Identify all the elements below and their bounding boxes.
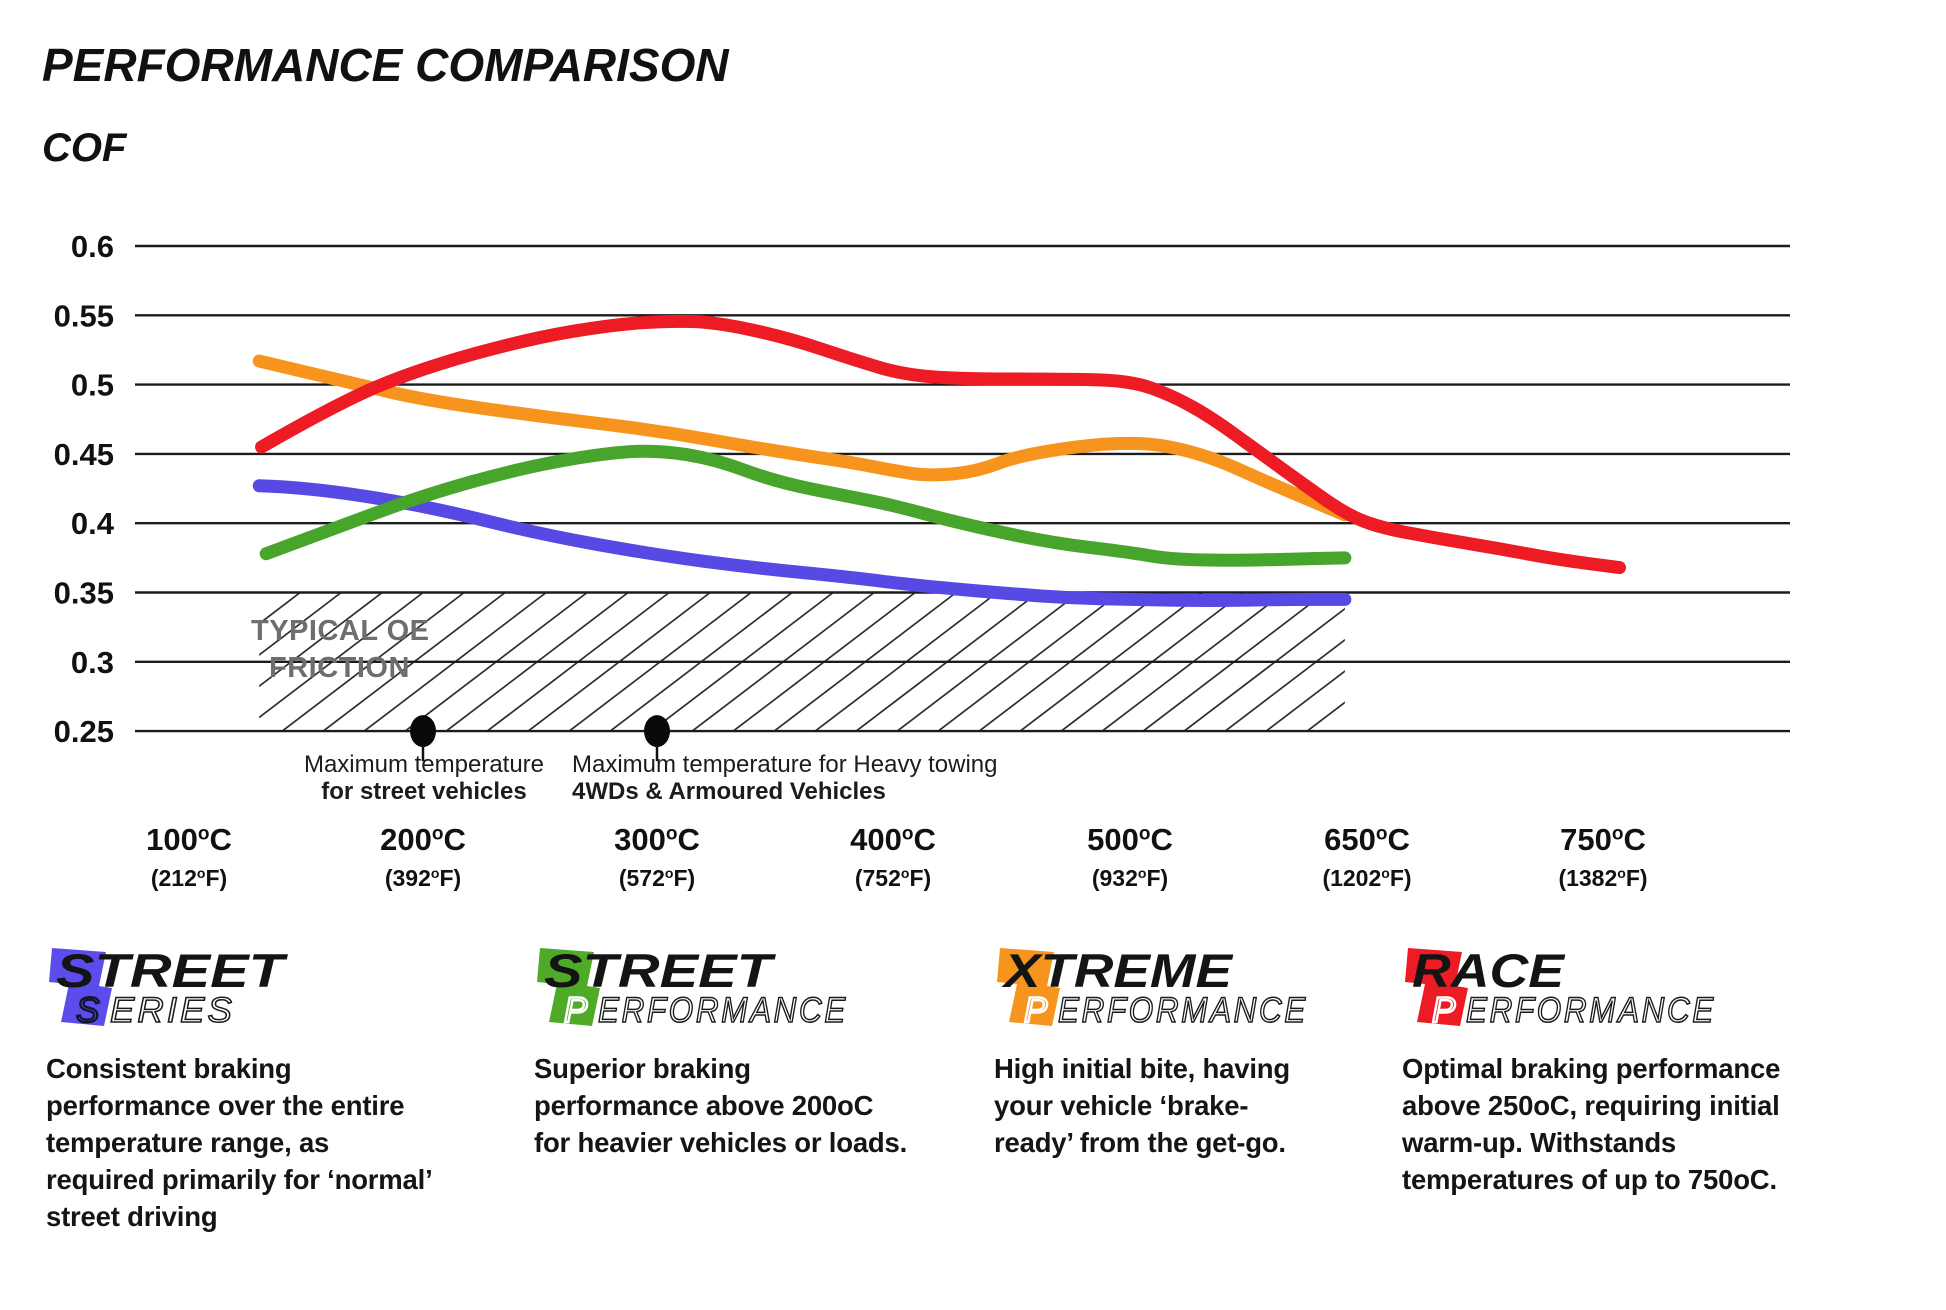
x-tick-sublabel-500c: (932oF) — [1092, 865, 1168, 891]
legend-xtreme-performance: XTREME P ERFORMANCE High initial bite, h… — [994, 944, 1316, 1161]
y-axis-title: COF — [42, 126, 127, 170]
cof-temperature-chart: 0.6 0.55 0.5 0.45 0.4 0.35 0.3 0.25 100oC (212oF)… — [54, 229, 1790, 891]
race-performance-logo-shape-icon — [1405, 948, 1468, 1026]
x-tick-sublabel-200c: (392oF) — [385, 865, 461, 891]
street-series-logo-sub-first: S — [76, 991, 102, 1030]
oe-friction-band-label-line1: TYPICAL OE — [251, 615, 430, 647]
street-series-description: Consistent braking performance over the … — [46, 1053, 432, 1232]
x-tick-label-650c: 650oC — [1324, 822, 1410, 857]
marker-dot-200c — [410, 715, 436, 748]
x-tick-label-200c: 200oC — [380, 822, 466, 857]
x-tick-label-400c: 400oC — [850, 822, 936, 857]
curve-race-performance — [255, 314, 1627, 575]
xtreme-performance-logo-sub-first: P — [1024, 991, 1050, 1030]
race-performance-logo-word: RACE — [1412, 945, 1566, 997]
marker-dot-300c — [644, 715, 670, 748]
y-tick-label-0.6: 0.6 — [71, 229, 114, 264]
y-tick-label-0.4: 0.4 — [71, 506, 115, 541]
street-performance-description: Superior braking performance above 200oC… — [534, 1053, 908, 1158]
x-tick-label-100c: 100oC — [146, 822, 232, 857]
xtreme-performance-logo: XTREME P ERFORMANCE — [997, 944, 1308, 1031]
x-tick-sublabel-400c: (752oF) — [855, 865, 931, 891]
xtreme-performance-logo-shape-icon — [997, 948, 1060, 1026]
curve-street-series — [252, 479, 1352, 607]
marker-annotation-heavy-towing-line1: Maximum temperature for Heavy towing — [572, 751, 998, 778]
x-tick-label-750c: 750oC — [1560, 822, 1646, 857]
race-performance-logo: RACE P ERFORMANCE — [1405, 944, 1716, 1031]
marker-annotation-street-line2: for street vehicles — [321, 778, 527, 805]
legend-street-series: STREET S ERIES Consistent braking perfor… — [46, 944, 438, 1235]
y-tick-label-0.35: 0.35 — [54, 576, 114, 611]
marker-annotation-street-line1: Maximum temperature — [303, 751, 545, 778]
page-title: PERFORMANCE COMPARISON — [42, 39, 729, 91]
marker-annotation-heavy-towing-line2: 4WDs & Armoured Vehicles — [572, 778, 886, 805]
x-tick-sublabel-100c: (212oF) — [151, 865, 227, 891]
y-tick-label-0.3: 0.3 — [71, 645, 114, 680]
oe-friction-band-label-line2: FRICTION — [269, 652, 410, 684]
x-tick-sublabel-750c: (1382oF) — [1558, 865, 1647, 891]
street-performance-logo-sub-rest: ERFORMANCE — [598, 991, 848, 1030]
y-tick-label-0.45: 0.45 — [54, 437, 114, 472]
race-performance-description: Optimal braking performance above 250oC,… — [1402, 1053, 1781, 1195]
x-tick-sublabel-300c: (572oF) — [619, 865, 695, 891]
street-performance-logo: STREET P ERFORMANCE — [537, 944, 848, 1031]
x-tick-label-300c: 300oC — [614, 822, 700, 857]
street-performance-logo-sub-first: P — [564, 991, 590, 1030]
marker-annotation-heavy-towing: Maximum temperature for Heavy towing 4WD… — [572, 751, 1072, 805]
x-tick-sublabel-650c: (1202oF) — [1322, 865, 1411, 891]
street-series-logo-shape-icon — [49, 948, 112, 1026]
y-tick-label-0.25: 0.25 — [54, 714, 114, 749]
street-performance-logo-shape-icon — [537, 948, 600, 1026]
race-performance-logo-sub-rest: ERFORMANCE — [1466, 991, 1716, 1030]
street-series-logo: STREET S ERIES — [49, 944, 289, 1031]
curve-xtreme-performance — [252, 354, 1352, 522]
legend-street-performance: STREET P ERFORMANCE Superior braking per… — [534, 944, 916, 1161]
oe-friction-band-label: TYPICAL OE FRICTION — [251, 613, 430, 687]
xtreme-performance-logo-sub-rest: ERFORMANCE — [1058, 991, 1308, 1030]
y-tick-label-0.5: 0.5 — [71, 368, 114, 403]
legend-race-performance: RACE P ERFORMANCE Optimal braking perfor… — [1402, 944, 1832, 1198]
street-series-logo-sub-rest: ERIES — [110, 991, 235, 1030]
race-performance-logo-sub-first: P — [1432, 991, 1458, 1030]
street-performance-logo-word: STREET — [544, 945, 777, 997]
y-tick-label-0.55: 0.55 — [54, 298, 114, 333]
xtreme-performance-description: High initial bite, having your vehicle ‘… — [994, 1053, 1290, 1158]
x-tick-label-500c: 500oC — [1087, 822, 1173, 857]
curve-street-performance — [259, 444, 1352, 567]
street-series-logo-word: STREET — [56, 945, 289, 997]
xtreme-performance-logo-word: XTREME — [1001, 945, 1234, 997]
marker-annotation-street: Maximum temperature for street vehicles — [244, 751, 604, 805]
